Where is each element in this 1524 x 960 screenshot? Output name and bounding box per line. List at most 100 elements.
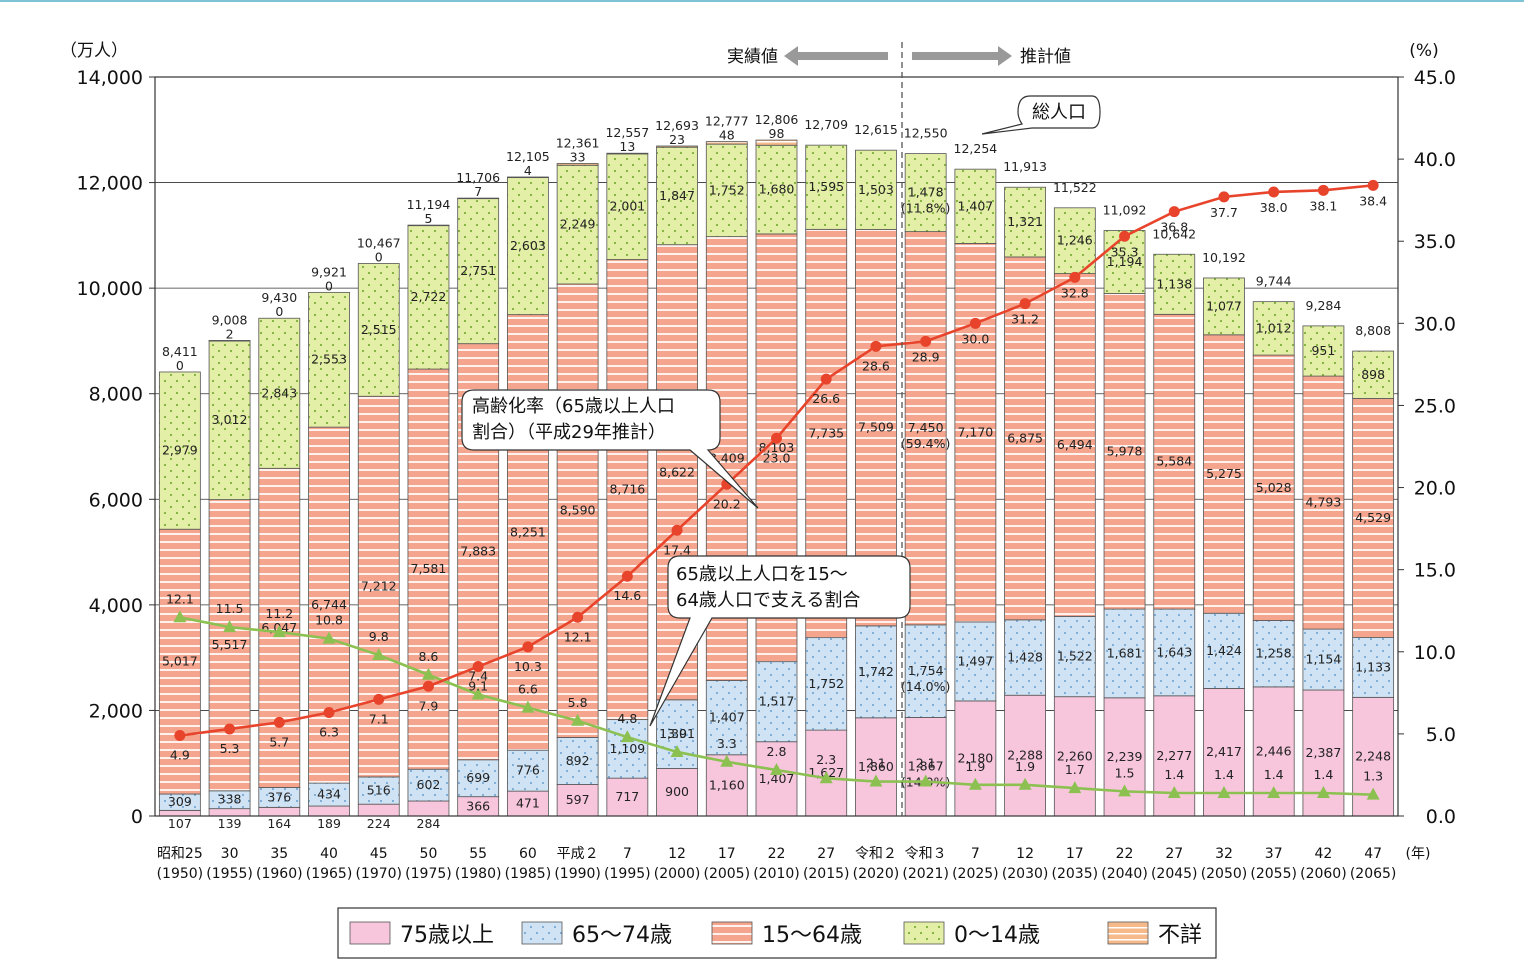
segment-value-label: 1,680 [759,182,795,197]
arrow-right-icon [912,46,1012,66]
total-callout-text: 総人口 [1032,102,1086,123]
total-value-label: 11,194 [407,197,451,212]
segment-value-label: 1,860 [858,759,894,774]
bar-segment [1302,325,1345,377]
aging-rate-value-label: 9.1 [468,679,488,694]
total-value-label: 10,642 [1152,226,1196,241]
aging-rate-point [920,335,932,347]
support-ratio-point [1366,787,1380,800]
segment-value-label: 5,275 [1206,466,1242,481]
segment-value-label: 0 [375,249,383,264]
right-tick-label: 35.0 [1414,231,1456,253]
support-ratio-value-label: 7.4 [468,668,488,683]
segment-value-label: 1,160 [709,777,745,792]
legend-swatch [349,921,391,945]
bar-segment [457,759,500,798]
support-ratio-point [1068,781,1082,794]
segment-value-label: 2,603 [510,238,546,253]
aging-rate-point [1069,271,1081,283]
bar-segment [208,808,251,817]
bar-segment [506,790,549,817]
aging-rate-point [621,570,633,582]
support-ratio-value-label: 3.9 [667,726,687,741]
support-ratio-point [1167,786,1181,799]
x-tick-era: 7 [623,846,632,862]
support-ratio-value-label: 1.9 [965,759,985,774]
x-tick-era: 42 [1315,846,1333,862]
right-tick-label: 25.0 [1414,395,1456,417]
segment-value-label: 2,288 [1007,748,1043,763]
left-tick-label: 10,000 [77,278,143,300]
bar-segment [556,737,599,785]
segment-value-label: 1,321 [1007,214,1043,229]
aging-rate-point [671,524,683,536]
x-tick-era: 55 [469,846,487,862]
support-ratio-value-label: 3.3 [717,736,737,751]
segment-value-label: 2,446 [1256,743,1292,758]
aging-rate-value-label: 28.9 [912,349,940,364]
support-callout-line1: 65歳以上人口を15～ [676,564,848,585]
support-ratio-value-label: 4.8 [617,711,637,726]
bar-segment [606,152,649,155]
support-ratio-point [770,763,783,776]
aging-rate-value-label: 12.1 [564,629,592,644]
bar-segment [954,621,997,702]
segment-value-label: 2 [226,327,234,342]
segment-value-label: 1,428 [1007,650,1043,665]
bar-segment [954,700,997,817]
total-population-callout: 総人口 [981,95,1101,135]
aging-rate-point [1019,298,1031,310]
support-ratio-point [421,667,435,680]
bar-segment [1053,696,1096,817]
segment-value-label: 2,751 [460,263,496,278]
legend: 75歳以上 65～74歳 15～64歳 0～14歳 不詳 [337,907,1217,959]
x-tick-year: (2000) [654,866,701,882]
x-tick-era: 17 [1066,846,1084,862]
support-callout-line2: 64歳人口で支える割合 [676,590,860,611]
segment-value-label: 309 [168,794,192,809]
segment-value-label: 1,133 [1355,659,1391,674]
bar-segment [755,144,798,235]
segment-value-label: 4 [524,163,532,178]
segment-value-label: 1,752 [808,676,844,691]
total-value-label: 12,806 [755,112,799,127]
support-ratio-point [1118,784,1132,797]
bar-segment [1053,615,1096,698]
bar-segment [308,426,350,784]
total-value-label: 12,254 [954,141,998,156]
segment-value-label: 3,012 [212,412,248,427]
segment-value-label: 8,103 [759,440,795,455]
total-value-label: 12,777 [705,114,749,129]
aging-rate-point [820,373,832,385]
bar-segment [904,231,947,626]
segment-value-label: 1,077 [1206,298,1242,313]
bar-segment [705,141,748,145]
x-tick-year: (1950) [157,866,204,882]
segment-value-label: 0 [176,358,184,373]
total-value-label: 9,284 [1306,298,1342,313]
segment-value-label: 892 [566,753,590,768]
bar-segment [506,176,549,179]
support-ratio-point [223,620,237,633]
bar-segment [755,139,798,146]
x-tick-year: (2040) [1101,866,1148,882]
aging-rate-point [273,716,285,728]
bar-segment [954,168,997,244]
x-tick-era: 令和２ [855,846,897,862]
segment-value-label: 951 [1311,343,1335,358]
aging-rate-value-label: 32.8 [1061,285,1089,300]
x-tick-year: (2060) [1300,866,1347,882]
bar-segment [308,805,350,817]
total-value-label: 12,105 [506,149,550,164]
bar-segment [457,198,500,345]
segment-value-label: 2,260 [1057,748,1093,763]
segment-value-label: 139 [218,816,242,831]
x-tick-era: 45 [370,846,388,862]
support-ratio-point [720,754,734,767]
segment-value-label: 1,154 [1306,652,1342,667]
total-value-label: 11,913 [1003,159,1047,174]
x-tick-year: (1970) [355,866,402,882]
bar-segment [1004,619,1046,696]
right-tick-label: 40.0 [1414,149,1456,171]
segment-value-label: 434 [317,787,341,802]
